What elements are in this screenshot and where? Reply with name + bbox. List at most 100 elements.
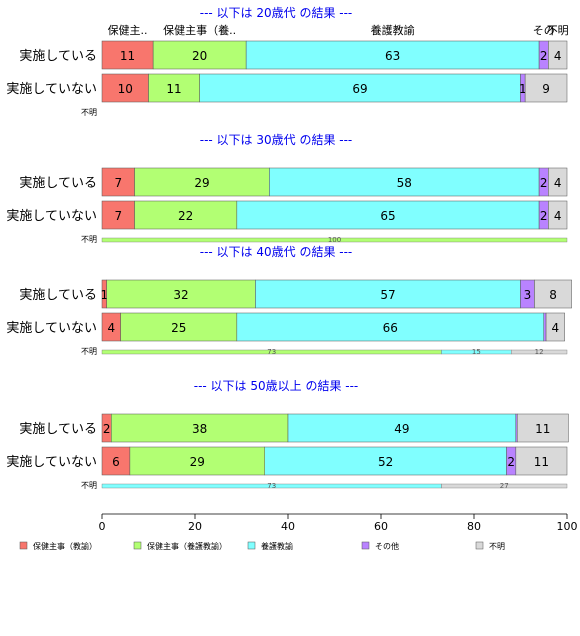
bar-segment	[269, 167, 540, 197]
bar-value-label: 65	[380, 209, 395, 223]
bar-value-label: 63	[385, 49, 400, 63]
legend-label: 保健主事（養護教諭）	[147, 541, 227, 551]
bar-segment	[236, 200, 540, 230]
bar-value-label: 57	[380, 288, 395, 302]
header-label: 不明	[547, 24, 569, 37]
unknown-value-label: 15	[472, 348, 481, 356]
header-label: 保健主事（養..	[163, 23, 236, 37]
unknown-row-label: 不明	[81, 347, 97, 356]
bar-segment	[148, 73, 200, 103]
panel-title: --- 以下は 30歳代 の結果 ---	[200, 133, 353, 147]
bar-value-label: 1	[101, 288, 109, 302]
bar-value-label: 66	[383, 321, 398, 335]
row-label: 実施していない	[6, 81, 97, 97]
legend-swatch	[247, 541, 256, 550]
bar-segment	[152, 40, 247, 70]
bar-segment	[101, 446, 131, 476]
panel: --- 以下は 40歳代 の結果 ---実施している 1 32 57 3 8実施していない…	[6, 245, 572, 356]
bar-segment	[120, 312, 238, 342]
bar-value-label: 8	[549, 288, 557, 302]
x-tick-label: 20	[188, 520, 202, 533]
bar-value-label: 2	[540, 209, 548, 223]
x-tick-label: 60	[374, 520, 388, 533]
bar-segment	[106, 279, 256, 309]
legend-label: 保健主事（教諭）	[33, 541, 97, 551]
bar-value-label: 7	[114, 176, 122, 190]
unknown-bar-segment	[101, 237, 568, 243]
bar-value-label: 11	[534, 455, 549, 469]
chart-panels: --- 以下は 20歳代 の結果 ---実施している 11 20 63 2 4実施していな…	[6, 6, 572, 490]
bar-value-label: 2	[540, 176, 548, 190]
legend-label: 不明	[489, 542, 505, 551]
row-label: 実施している	[19, 175, 97, 191]
bar-segment	[129, 446, 265, 476]
bar-value-label: 20	[192, 49, 207, 63]
bar-value-label: 9	[542, 82, 550, 96]
bar-segment	[545, 312, 565, 342]
bar-segment	[134, 200, 238, 230]
bar-value-label: 38	[192, 422, 207, 436]
panel: --- 以下は 30歳代 の結果 ---実施している 7 29 58 2 4実施していない…	[6, 133, 568, 244]
panel: --- 以下は 20歳代 の結果 --- 実施している 11 20 63 2 4 実施していな…	[6, 6, 568, 117]
legend-swatch	[475, 541, 484, 550]
bar-value-label: 58	[397, 176, 412, 190]
x-axis: 0 20 40 60 80 100	[99, 513, 578, 533]
bar-segment	[524, 73, 568, 103]
bar-segment	[548, 200, 568, 230]
bar-segment	[264, 446, 507, 476]
bar-value-label: 11	[166, 82, 181, 96]
bar-segment	[543, 312, 547, 342]
row-label: 実施している	[19, 48, 97, 64]
unknown-bar-segment	[511, 349, 568, 355]
bar-segment	[548, 167, 568, 197]
bar-value-label: 11	[535, 422, 550, 436]
bar-value-label: 2	[507, 455, 515, 469]
bar-value-label: 69	[352, 82, 367, 96]
header-label: 保健主..	[108, 23, 148, 37]
unknown-value-label: 100	[328, 236, 341, 244]
bar-segment	[255, 279, 521, 309]
bar-value-label: 29	[194, 176, 209, 190]
row-label: 実施していない	[6, 320, 97, 336]
unknown-value-label: 73	[267, 482, 276, 490]
bar-segment	[287, 413, 517, 443]
legend-swatch	[133, 541, 142, 550]
row-label: 実施している	[19, 287, 97, 303]
x-tick-label: 80	[467, 520, 481, 533]
panel-title: --- 以下は 40歳代 の結果 ---	[200, 245, 353, 259]
bar-value-label: 32	[173, 288, 188, 302]
bar-segment	[134, 167, 270, 197]
unknown-row-label: 不明	[81, 108, 97, 117]
bar-segment	[534, 279, 572, 309]
bar-value-label: 4	[554, 176, 562, 190]
bar-value-label: 10	[118, 82, 133, 96]
row-label: 実施していない	[6, 208, 97, 224]
bar-segment	[516, 413, 569, 443]
panel: --- 以下は 50歳以上 の結果 --- 実施している 2 38 49 11 実施していな…	[6, 379, 569, 490]
unknown-row-label: 不明	[81, 481, 97, 490]
bar-segment	[548, 40, 568, 70]
header-label: 養護教諭	[371, 23, 415, 37]
bar-value-label: 7	[114, 209, 122, 223]
header-label: その	[533, 24, 555, 37]
bar-segment	[236, 312, 544, 342]
bar-value-label: 11	[120, 49, 135, 63]
bar-value-label: 25	[171, 321, 186, 335]
panel-title: --- 以下は 50歳以上 の結果 ---	[194, 379, 359, 393]
row-label: 実施している	[19, 421, 97, 437]
bar-segment	[101, 167, 135, 197]
unknown-row-label: 不明	[81, 235, 97, 244]
unknown-bar-segment	[441, 483, 568, 489]
bar-value-label: 4	[554, 209, 562, 223]
x-tick-label: 0	[99, 520, 106, 533]
unknown-value-label: 12	[535, 348, 544, 356]
unknown-value-label: 73	[267, 348, 276, 356]
bar-value-label: 3	[524, 288, 532, 302]
bar-segment	[515, 446, 568, 476]
legend-label: 養護教諭	[261, 541, 293, 551]
legend-label: その他	[375, 541, 399, 551]
bar-value-label: 4	[554, 49, 562, 63]
bar-value-label: 1	[519, 82, 527, 96]
